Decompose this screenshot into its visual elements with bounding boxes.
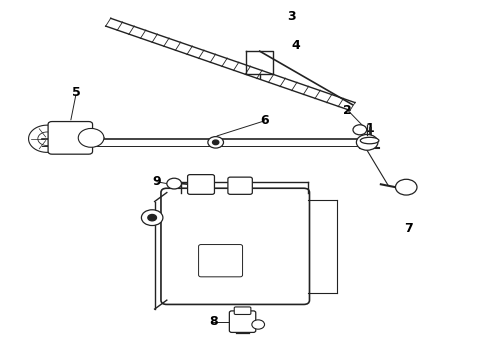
Circle shape <box>148 215 156 221</box>
Text: 3: 3 <box>287 10 296 23</box>
Text: 4: 4 <box>292 39 301 52</box>
Text: 8: 8 <box>209 315 218 328</box>
FancyBboxPatch shape <box>188 175 215 194</box>
FancyBboxPatch shape <box>48 122 93 154</box>
Circle shape <box>356 134 378 150</box>
Circle shape <box>142 210 163 226</box>
Circle shape <box>252 320 265 329</box>
Circle shape <box>213 140 219 145</box>
FancyBboxPatch shape <box>228 177 252 194</box>
Circle shape <box>208 136 223 148</box>
Circle shape <box>78 129 104 147</box>
FancyBboxPatch shape <box>229 311 256 332</box>
Text: 5: 5 <box>72 86 81 99</box>
Circle shape <box>353 125 367 135</box>
Circle shape <box>395 179 417 195</box>
FancyBboxPatch shape <box>234 307 251 315</box>
Text: 2: 2 <box>343 104 352 117</box>
Text: 7: 7 <box>404 222 413 235</box>
FancyBboxPatch shape <box>198 244 243 277</box>
FancyBboxPatch shape <box>161 188 310 305</box>
Text: 1: 1 <box>365 122 374 135</box>
Circle shape <box>167 178 181 189</box>
Text: 9: 9 <box>153 175 161 188</box>
Text: 6: 6 <box>260 114 269 127</box>
Ellipse shape <box>360 137 379 144</box>
